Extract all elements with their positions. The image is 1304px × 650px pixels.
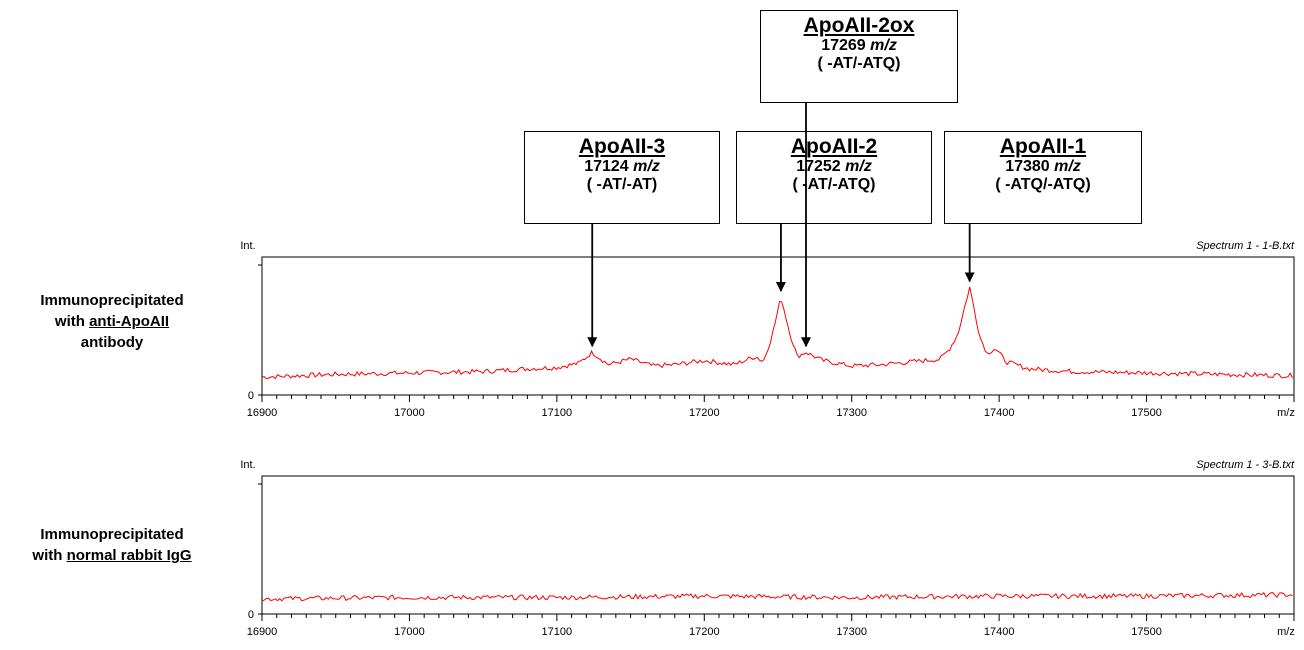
peak-fragment: ( -AT/-AT) [586,176,658,193]
peak-name: ApoAII-2 [790,135,878,158]
panel1-label-line3: antibody [80,334,144,351]
peak-name: ApoAII-1 [999,135,1087,158]
x-tick-label: 17500 [1131,626,1162,638]
peak-mz: 17252 m/z [796,158,872,175]
peak-name: ApoAII-2ox [803,14,915,37]
x-tick-label: 16900 [247,407,278,419]
y-tick-label: 0 [248,609,254,621]
plot-frame [261,475,1295,615]
y-tick-label: 0 [248,390,254,402]
peak-fragment: ( -AT/-ATQ) [792,176,876,193]
spectrum-line [261,286,1293,380]
peak-fragment: ( -AT/-ATQ) [817,55,901,72]
x-tick-label: 17000 [394,407,425,419]
panel1-label-line1: Immunoprecipitated [40,292,184,309]
panel2-label-line2: with normal rabbit IgG [2,545,222,566]
y-axis-label: Int. [240,459,255,471]
x-tick-label: 17200 [689,407,720,419]
panel2-label-prefix: with [32,547,67,564]
peak-mz: 17124 m/z [584,158,660,175]
peak-fragment: ( -ATQ/-ATQ) [995,176,1091,193]
peak-box-apoaii-2: ApoAII-2 17252 m/z ( -AT/-ATQ) [736,131,932,224]
spectrum-title: Spectrum 1 - 1-B.txt [1196,240,1295,252]
x-tick-label: 17100 [542,626,573,638]
x-tick-label: 16900 [247,626,278,638]
x-axis-label: m/z [1277,626,1295,638]
y-axis-label: Int. [240,240,255,252]
x-tick-label: 17300 [836,407,867,419]
x-axis-label: m/z [1277,407,1295,419]
peak-box-apoaii-3: ApoAII-3 17124 m/z ( -AT/-AT) [524,131,720,224]
x-tick-label: 17500 [1131,407,1162,419]
panel1-label-prefix: with [54,313,90,330]
panel1-label-antibody: anti-ApoAII [89,313,170,330]
x-tick-label: 17200 [689,626,720,638]
peak-mz: 17269 m/z [821,37,897,54]
panel1-side-label: Immunoprecipitated with anti-ApoAII anti… [2,290,222,353]
x-tick-label: 17300 [836,626,867,638]
x-tick-label: 17400 [984,626,1015,638]
x-tick-label: 17400 [984,407,1015,419]
plot-frame [261,256,1295,396]
panel2-label-line1: Immunoprecipitated [40,526,184,543]
x-tick-label: 17100 [542,407,573,419]
peak-mz: 17380 m/z [1005,158,1081,175]
panel2-label-control: normal rabbit IgG [66,547,192,564]
spectrum-title: Spectrum 1 - 3-B.txt [1196,459,1295,471]
spectrum-line [261,591,1293,602]
peak-name: ApoAII-3 [578,135,666,158]
peak-box-apoaii-1: ApoAII-1 17380 m/z ( -ATQ/-ATQ) [944,131,1142,224]
panel2-side-label: Immunoprecipitated with normal rabbit Ig… [2,524,222,566]
x-tick-label: 17000 [394,626,425,638]
peak-box-apoaii-2ox: ApoAII-2ox 17269 m/z ( -AT/-ATQ) [760,10,958,103]
panel1-label-line2: with anti-ApoAII [2,311,222,332]
